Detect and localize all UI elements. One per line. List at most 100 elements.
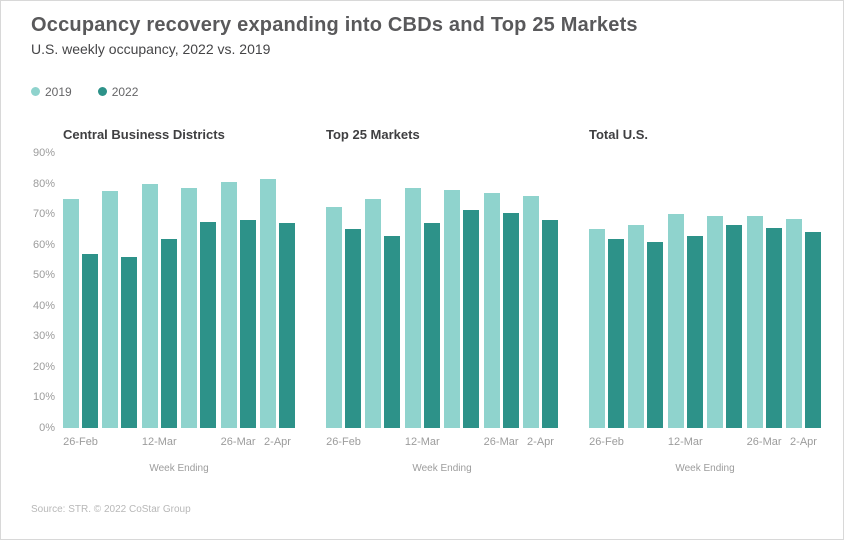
bar-group bbox=[365, 198, 401, 428]
bar-2019 bbox=[326, 206, 342, 428]
bar-2019 bbox=[483, 192, 500, 428]
x-axis-title: Week Ending bbox=[149, 463, 209, 474]
bar-2019 bbox=[785, 218, 802, 428]
legend: 2019 2022 bbox=[31, 84, 843, 99]
plot-area bbox=[326, 153, 558, 428]
bar-2019 bbox=[102, 191, 119, 428]
x-axis-tick: 26-Feb bbox=[63, 436, 98, 448]
x-axis-tick: 2-Apr bbox=[790, 436, 817, 448]
bar-2022 bbox=[82, 253, 98, 428]
x-axis-tick: 2-Apr bbox=[264, 436, 291, 448]
y-axis-tick: 70% bbox=[32, 208, 55, 221]
bar-2022 bbox=[647, 241, 664, 428]
x-axis-labels: 26-Feb 12-Mar 26-Mar 2-Apr bbox=[589, 436, 821, 450]
chart-panel-1: Central Business Districts 26-Feb 12-Mar 26… bbox=[63, 127, 295, 475]
bar-group bbox=[589, 229, 624, 428]
y-axis-tick: 20% bbox=[32, 360, 55, 373]
bar-2022 bbox=[345, 229, 361, 428]
x-axis-tick: 12-Mar bbox=[404, 436, 440, 448]
legend-dot-icon bbox=[31, 87, 40, 96]
bar-2022 bbox=[726, 224, 743, 428]
bar-2022 bbox=[384, 235, 401, 428]
bar-2019 bbox=[667, 214, 684, 428]
bar-2019 bbox=[220, 182, 237, 428]
y-axis-tick: 30% bbox=[32, 330, 55, 343]
y-axis-tick: 80% bbox=[32, 177, 55, 190]
x-axis-title: Week Ending bbox=[675, 463, 735, 474]
bar-2019 bbox=[628, 224, 645, 428]
x-axis-tick: 12-Mar bbox=[141, 436, 177, 448]
bar-2019 bbox=[181, 188, 198, 428]
bar-2019 bbox=[746, 215, 763, 428]
bar-2022 bbox=[278, 223, 295, 428]
x-axis-tick: 2-Apr bbox=[527, 436, 554, 448]
bar-2022 bbox=[463, 209, 480, 428]
bar-group bbox=[522, 195, 558, 428]
bar-2019 bbox=[707, 215, 724, 428]
bar-group bbox=[63, 198, 98, 428]
bar-2022 bbox=[765, 227, 782, 428]
y-axis-tick: 10% bbox=[32, 391, 55, 404]
bar-group bbox=[667, 214, 703, 428]
y-axis-tick: 40% bbox=[32, 299, 55, 312]
y-axis-tick: 60% bbox=[32, 238, 55, 251]
panel-title: Top 25 Markets bbox=[326, 127, 420, 142]
bar-group bbox=[483, 192, 519, 428]
source-note: Source: STR. © 2022 CoStar Group bbox=[31, 504, 191, 515]
bar-2022 bbox=[686, 235, 703, 428]
bar-2022 bbox=[121, 256, 138, 428]
bar-2019 bbox=[365, 198, 382, 428]
chart-panel-3: Total U.S. 26-Feb 12-Mar 26-Mar 2-Apr Week En… bbox=[589, 127, 821, 475]
bar-2019 bbox=[63, 198, 79, 428]
panel-title: Central Business Districts bbox=[63, 127, 225, 142]
bar-group bbox=[707, 215, 743, 428]
bar-group bbox=[220, 182, 256, 428]
bar-2022 bbox=[160, 238, 177, 428]
legend-item-2019: 2019 bbox=[31, 85, 72, 99]
plot-area bbox=[63, 153, 295, 428]
legend-dot-icon bbox=[97, 87, 107, 96]
bar-group bbox=[259, 179, 295, 428]
charts-row: 90% 80% 70% 60% 50% 40% 30% 20% 10% 0% Central Bu… bbox=[31, 127, 843, 475]
x-axis-tick: 26-Mar bbox=[483, 436, 519, 448]
bar-2022 bbox=[239, 220, 256, 428]
y-axis: 90% 80% 70% 60% 50% 40% 30% 20% 10% 0% bbox=[31, 147, 55, 434]
bar-2022 bbox=[200, 221, 217, 428]
bar-2022 bbox=[804, 232, 821, 428]
bar-2019 bbox=[141, 183, 158, 428]
bar-group bbox=[181, 188, 217, 428]
x-axis-labels: 26-Feb 12-Mar 26-Mar 2-Apr bbox=[326, 436, 558, 450]
page-title: Occupancy recovery expanding into CBDs a… bbox=[31, 14, 638, 36]
bar-2022 bbox=[541, 220, 558, 428]
bar-2019 bbox=[522, 195, 539, 428]
bar-2022 bbox=[608, 238, 624, 428]
y-axis-tick: 0% bbox=[39, 422, 55, 434]
legend-item-2022: 2022 bbox=[97, 84, 139, 99]
page-subtitle: U.S. weekly occupancy, 2022 vs. 2019 bbox=[31, 41, 271, 57]
bar-group bbox=[102, 191, 138, 428]
bar-group bbox=[404, 188, 440, 428]
bar-2022 bbox=[502, 212, 519, 428]
x-axis-tick: 26-Feb bbox=[326, 436, 361, 448]
y-axis-tick: 50% bbox=[32, 269, 55, 282]
bar-group bbox=[746, 215, 782, 428]
x-axis-labels: 26-Feb 12-Mar 26-Mar 2-Apr bbox=[63, 436, 295, 450]
bar-group bbox=[326, 206, 361, 428]
bar-2019 bbox=[589, 229, 605, 428]
x-axis-tick: 26-Mar bbox=[746, 436, 782, 448]
x-axis-tick: 26-Mar bbox=[220, 436, 256, 448]
plot-area bbox=[589, 153, 821, 428]
bar-2019 bbox=[404, 188, 421, 428]
bar-group bbox=[444, 189, 480, 428]
legend-label: 2019 bbox=[45, 84, 72, 99]
bar-group bbox=[628, 224, 664, 428]
panel-title: Total U.S. bbox=[589, 127, 648, 142]
x-axis-tick: 26-Feb bbox=[589, 436, 624, 448]
legend-label: 2022 bbox=[111, 84, 139, 99]
bar-2019 bbox=[259, 179, 276, 428]
bar-2022 bbox=[423, 223, 440, 428]
bar-2019 bbox=[444, 189, 461, 428]
x-axis-title: Week Ending bbox=[412, 463, 472, 474]
x-axis-tick: 12-Mar bbox=[667, 436, 703, 448]
